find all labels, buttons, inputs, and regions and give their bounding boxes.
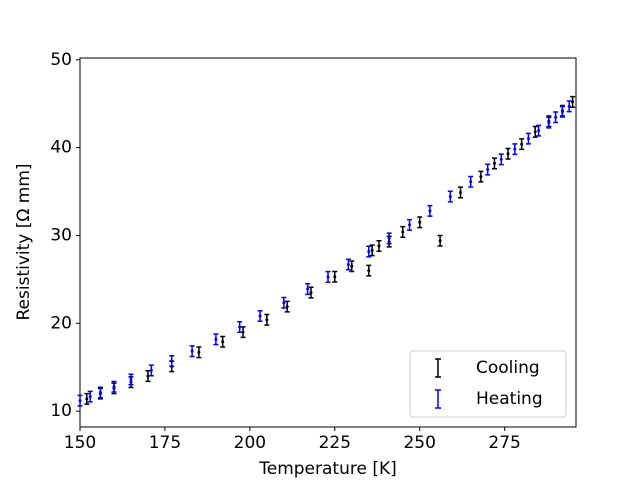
legend-box: [409, 350, 567, 418]
data-point: [408, 223, 412, 227]
data-point: [221, 340, 225, 344]
data-point: [85, 397, 89, 401]
data-point: [129, 377, 133, 381]
data-point: [370, 248, 374, 252]
data-point: [547, 121, 551, 125]
data-point: [533, 130, 537, 134]
legend-symbol: [435, 358, 441, 378]
data-point: [554, 115, 558, 119]
data-point: [326, 275, 330, 279]
data-point: [506, 152, 510, 156]
data-point: [285, 305, 289, 309]
data-point: [309, 291, 313, 295]
data-point: [88, 395, 92, 399]
data-point: [350, 264, 354, 268]
y-tick-label: 30: [50, 225, 72, 245]
data-point: [499, 157, 503, 161]
data-point: [486, 168, 490, 172]
data-point: [306, 287, 310, 291]
data-point: [146, 374, 150, 378]
data-point: [469, 180, 473, 184]
data-point: [428, 209, 432, 213]
data-point: [438, 239, 442, 243]
x-tick-label: 175: [149, 433, 181, 453]
legend-label: Heating: [476, 389, 543, 409]
data-point: [560, 110, 564, 114]
data-point: [197, 350, 201, 354]
data-point: [448, 195, 452, 199]
data-point: [112, 385, 116, 389]
data-point: [333, 275, 337, 279]
legend-symbol: [435, 389, 441, 409]
data-point: [149, 368, 153, 372]
data-point: [387, 236, 391, 240]
x-tick-label: 225: [319, 433, 351, 453]
legend-label: Cooling: [476, 358, 540, 378]
data-point: [526, 137, 530, 141]
data-point: [258, 314, 262, 318]
data-point: [418, 220, 422, 224]
data-point: [537, 129, 541, 133]
x-tick-label: 250: [403, 433, 435, 453]
data-point: [241, 330, 245, 334]
plot-frame: [79, 57, 577, 428]
x-tick-label: 200: [234, 433, 266, 453]
data-point: [377, 244, 381, 248]
y-axis-label: Resistivity [Ω mm]: [14, 163, 34, 320]
x-axis-label: Temperature [K]: [258, 459, 397, 479]
data-point: [238, 325, 242, 329]
data-point: [520, 142, 524, 146]
data-point: [78, 399, 82, 403]
y-tick-label: 20: [50, 313, 72, 333]
data-point: [282, 301, 286, 305]
x-tick-label: 150: [64, 433, 96, 453]
y-tick-label: 10: [50, 401, 72, 421]
data-point: [170, 359, 174, 363]
data-point: [214, 337, 218, 341]
data-point: [479, 175, 483, 179]
data-point: [513, 147, 517, 151]
data-point: [98, 390, 102, 394]
data-point: [190, 349, 194, 353]
data-point: [346, 262, 350, 266]
y-tick-label: 40: [50, 138, 72, 158]
data-point: [367, 269, 371, 273]
y-tick-label: 50: [50, 50, 72, 70]
data-point: [265, 318, 269, 322]
data-point: [571, 100, 575, 104]
x-tick-label: 275: [488, 433, 520, 453]
data-point: [492, 161, 496, 165]
data-point: [458, 190, 462, 194]
data-point: [567, 104, 571, 108]
data-point: [367, 250, 371, 254]
data-point: [401, 230, 405, 234]
